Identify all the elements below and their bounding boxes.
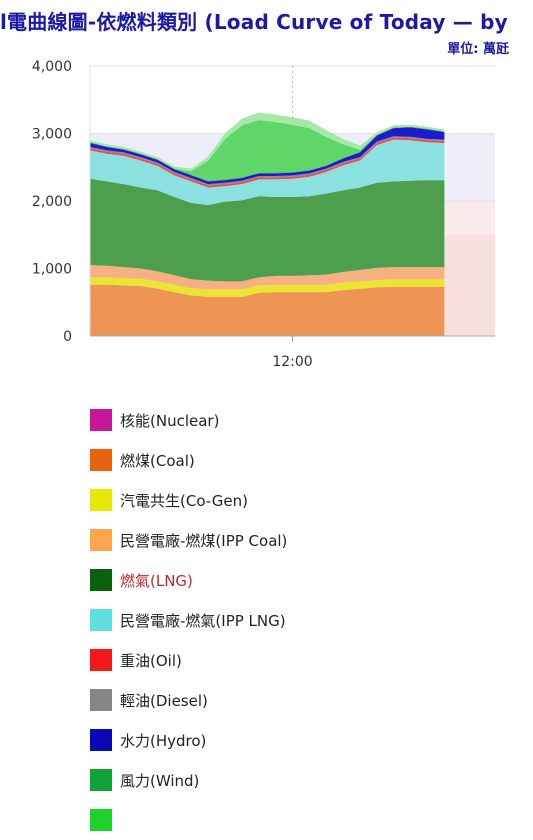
- legend-item-10[interactable]: [90, 800, 520, 840]
- legend-item-7[interactable]: 輕油(Diesel): [90, 680, 520, 720]
- legend-label: 輕油(Diesel): [120, 691, 208, 710]
- legend-swatch: [90, 769, 112, 791]
- y-tick-label: 0: [63, 329, 72, 345]
- legend-label: 民營電廠-燃氣(IPP LNG): [120, 611, 286, 630]
- series-area-5: [90, 137, 445, 188]
- legend-swatch: [90, 649, 112, 671]
- legend-swatch: [90, 409, 112, 431]
- legend-label: 重油(Oil): [120, 651, 182, 670]
- unit-label: 單位: 萬瓩: [447, 42, 509, 57]
- legend-label: 燃氣(LNG): [120, 571, 193, 590]
- series-area-2: [90, 265, 445, 290]
- legend-swatch: [90, 489, 112, 511]
- legend-item-8[interactable]: 水力(Hydro): [90, 720, 520, 760]
- chart-title: l電曲線圖-依燃料類別 (Load Curve of Today — by: [0, 10, 508, 34]
- y-tick-label: 1,000: [32, 262, 72, 278]
- legend-swatch: [90, 689, 112, 711]
- legend-label: 汽電共生(Co-Gen): [120, 491, 248, 510]
- y-tick-label: 2,000: [32, 194, 72, 210]
- legend-swatch: [90, 609, 112, 631]
- legend-item-5[interactable]: 民營電廠-燃氣(IPP LNG): [90, 600, 520, 640]
- legend-item-6[interactable]: 重油(Oil): [90, 640, 520, 680]
- legend-item-3[interactable]: 民營電廠-燃煤(IPP Coal): [90, 520, 520, 560]
- legend-item-1[interactable]: 燃煤(Coal): [90, 440, 520, 480]
- legend-item-2[interactable]: 汽電共生(Co-Gen): [90, 480, 520, 520]
- legend-label: 核能(Nuclear): [120, 411, 220, 430]
- legend-swatch: [90, 729, 112, 751]
- series-area-1: [90, 277, 445, 297]
- legend-item-9[interactable]: 風力(Wind): [90, 760, 520, 800]
- legend-label: 燃煤(Coal): [120, 451, 195, 470]
- series-area-3: [90, 178, 445, 282]
- legend-label: 民營電廠-燃煤(IPP Coal): [120, 531, 288, 550]
- series-area-9: [90, 120, 445, 181]
- y-tick-label: 4,000: [32, 59, 72, 75]
- load-curve-chart: 0 1,000 2,000 3,000 4,000 12:00: [32, 59, 495, 370]
- legend-label: 風力(Wind): [120, 771, 200, 790]
- x-tick-label: 12:00: [272, 354, 312, 370]
- legend-item-4[interactable]: 燃氣(LNG): [90, 560, 520, 600]
- legend-swatch: [90, 529, 112, 551]
- legend-label: 水力(Hydro): [120, 731, 207, 750]
- legend-swatch: [90, 449, 112, 471]
- series-area-7: [90, 127, 445, 185]
- series-area-0: [90, 284, 445, 336]
- legend-swatch: [90, 569, 112, 591]
- series-area-4: [90, 139, 445, 206]
- y-tick-label: 3,000: [32, 127, 72, 143]
- legend-swatch: [90, 809, 112, 831]
- legend-item-0[interactable]: 核能(Nuclear): [90, 400, 520, 440]
- legend: 核能(Nuclear) 燃煤(Coal) 汽電共生(Co-Gen) 民營電廠-燃煤(I…: [90, 400, 520, 840]
